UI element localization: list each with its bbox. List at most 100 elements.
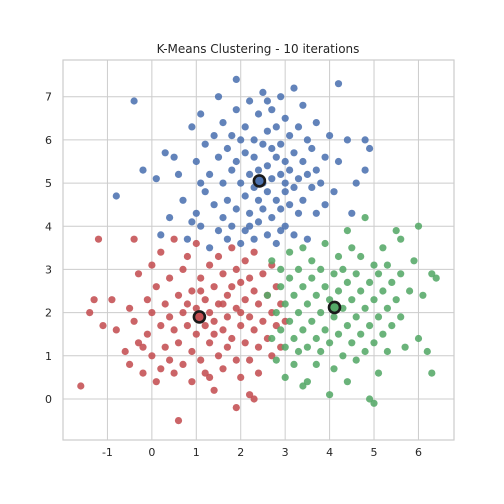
cluster-2-point	[392, 296, 400, 304]
cluster-1-point	[197, 274, 205, 282]
cluster-0-point	[308, 144, 316, 153]
cluster-2-point	[343, 322, 351, 330]
cluster-1-point	[232, 304, 240, 312]
cluster-2-point	[343, 278, 351, 286]
cluster-1-point	[139, 369, 147, 377]
cluster-1-point	[77, 382, 85, 390]
cluster-1-point	[157, 322, 165, 330]
cluster-2-point	[303, 300, 311, 308]
cluster-0-point	[281, 222, 289, 230]
cluster-0-point	[232, 157, 240, 166]
cluster-0-point	[219, 214, 227, 222]
cluster-1-point	[272, 322, 280, 330]
x-tick-label: 5	[371, 446, 378, 459]
cluster-0-point	[361, 136, 369, 144]
cluster-2-point	[286, 317, 294, 325]
cluster-0-point	[232, 75, 240, 83]
cluster-0-point	[277, 93, 285, 101]
cluster-0-point	[286, 166, 294, 174]
cluster-0-point	[299, 196, 307, 204]
cluster-1-point	[192, 304, 200, 312]
y-tick-label: 2	[45, 307, 52, 320]
cluster-1-point	[134, 339, 143, 347]
cluster-0-point	[157, 231, 165, 239]
cluster-0-point	[366, 144, 374, 153]
centroid-marker-0	[252, 174, 267, 188]
x-tick-label: 0	[148, 446, 155, 459]
cluster-1-point	[192, 330, 200, 338]
data-points	[77, 75, 440, 425]
cluster-0-point	[352, 179, 360, 187]
cluster-0-point	[294, 209, 303, 217]
cluster-2-point	[308, 257, 316, 265]
cluster-1-point	[188, 378, 196, 386]
cluster-2-point	[428, 369, 436, 377]
cluster-0-point	[263, 188, 271, 196]
cluster-1-point	[246, 356, 254, 364]
cluster-2-point	[361, 214, 369, 222]
cluster-0-point	[197, 179, 205, 187]
cluster-1-point	[214, 252, 223, 261]
cluster-0-point	[290, 149, 298, 157]
y-tick-labels: 0 1 2 3 4 5 6 7	[45, 91, 52, 406]
cluster-0-point	[174, 170, 183, 178]
cluster-2-point	[357, 252, 365, 261]
cluster-1-point	[237, 309, 245, 317]
centroid-marker-1	[192, 310, 207, 324]
cluster-0-point	[228, 166, 236, 174]
cluster-1-point	[237, 373, 245, 381]
cluster-0-point	[277, 140, 285, 148]
cluster-1-point	[254, 343, 263, 351]
cluster-0-point	[214, 93, 223, 101]
cluster-0-point	[263, 127, 271, 135]
cluster-0-point	[268, 144, 276, 153]
cluster-1-point	[130, 235, 138, 243]
cluster-2-point	[299, 283, 307, 291]
cluster-1-point	[148, 261, 156, 269]
cluster-0-point	[112, 192, 120, 200]
cluster-0-point	[254, 166, 263, 174]
cluster-0-point	[210, 132, 218, 140]
cluster-0-point	[228, 132, 236, 140]
cluster-1-point	[250, 287, 258, 295]
cluster-1-point	[246, 391, 254, 399]
cluster-1-point	[179, 360, 187, 368]
cluster-1-point	[143, 330, 151, 338]
cluster-2-point	[299, 382, 307, 390]
cluster-0-point	[246, 170, 254, 178]
cluster-1-point	[206, 261, 214, 269]
cluster-0-point	[192, 209, 200, 217]
cluster-0-point	[166, 214, 174, 222]
cluster-2-point	[268, 334, 276, 343]
cluster-0-point	[250, 235, 258, 243]
cluster-0-point	[294, 123, 303, 131]
cluster-2-point	[330, 313, 338, 321]
cluster-1-point	[157, 248, 165, 256]
cluster-0-point	[250, 153, 258, 161]
cluster-0-point	[263, 97, 271, 105]
cluster-2-point	[317, 347, 325, 356]
cluster-2-point	[299, 244, 307, 252]
cluster-1-point	[201, 322, 209, 330]
cluster-2-point	[370, 339, 378, 347]
cluster-2-point	[410, 257, 418, 265]
cluster-0-point	[219, 179, 227, 187]
cluster-2-point	[326, 339, 334, 347]
cluster-1-point	[210, 283, 218, 291]
cluster-0-point	[290, 183, 298, 191]
cluster-1-point	[219, 326, 227, 334]
cluster-1-point	[223, 291, 231, 299]
cluster-2-point	[374, 369, 383, 377]
cluster-0-point	[223, 144, 231, 153]
cluster-2-point	[312, 334, 320, 343]
cluster-2-point	[294, 309, 303, 317]
x-tick-label: 6	[415, 446, 422, 459]
cluster-0-point	[343, 136, 351, 144]
cluster-2-point	[379, 330, 387, 338]
cluster-1-point	[161, 300, 169, 308]
cluster-2-point	[272, 356, 280, 364]
cluster-2-point	[397, 270, 405, 278]
cluster-1-point	[148, 309, 156, 317]
cluster-2-point	[281, 343, 289, 351]
